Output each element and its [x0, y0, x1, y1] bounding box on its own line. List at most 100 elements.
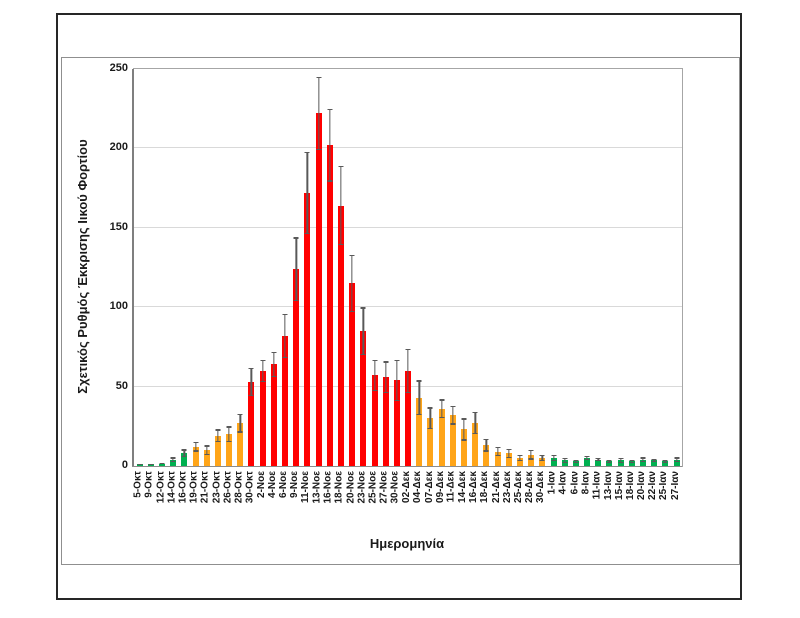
error-bar-cap [584, 455, 590, 457]
bar [237, 423, 244, 466]
error-bar-cap [181, 455, 187, 458]
error-bar-cap [181, 449, 187, 451]
bar [651, 460, 658, 466]
error-bar-line [429, 407, 432, 430]
error-bar-cap [248, 367, 254, 369]
bar-slot [503, 69, 514, 466]
error-bar-cap [260, 380, 266, 382]
x-tick-label: 23-Δεκ [501, 471, 513, 503]
error-bar-cap [618, 458, 624, 460]
error-bar-line [172, 457, 174, 463]
error-bar-cap [148, 463, 154, 466]
error-bar-cap [360, 307, 366, 309]
x-tick-label: 8-Ιαν [580, 471, 592, 495]
bar [628, 461, 635, 466]
bar-slot [637, 69, 648, 466]
error-bar-cap [215, 440, 221, 443]
bar-slot [369, 69, 380, 466]
error-bar-cap [573, 459, 579, 461]
error-bar-cap [517, 459, 523, 462]
x-tick-label: 6-Ιαν [568, 471, 580, 495]
error-bar-cap [528, 450, 534, 452]
bar [505, 453, 512, 466]
error-bar-cap [584, 459, 590, 461]
error-bar-cap [170, 457, 176, 459]
error-bar-cap [539, 454, 545, 457]
error-bar-cap [551, 459, 557, 462]
y-axis-line [132, 69, 134, 466]
bar [572, 461, 579, 466]
bar [371, 375, 378, 466]
x-axis-title: Ημερομηνία [369, 536, 445, 551]
error-bar-line [564, 458, 566, 463]
error-bar-line [262, 359, 264, 382]
error-bar-cap [372, 359, 378, 361]
bar [248, 381, 255, 466]
error-bar-cap [383, 391, 389, 393]
error-bar-cap [573, 461, 579, 463]
error-bar-line [452, 405, 454, 425]
error-bar-cap [674, 460, 680, 463]
error-bar-cap [495, 446, 501, 449]
bar-slot [168, 69, 179, 466]
error-bar-cap [226, 440, 232, 443]
error-bar-line [575, 459, 577, 463]
bar [326, 145, 333, 466]
error-bar-line [239, 413, 241, 433]
error-bar-cap [472, 412, 478, 414]
error-bar-cap [427, 428, 433, 430]
bar [449, 415, 456, 466]
error-bar-cap [338, 243, 344, 246]
error-bar-cap [651, 460, 657, 463]
bar [472, 423, 479, 466]
bar [259, 370, 266, 466]
error-bar-cap [349, 254, 355, 257]
bar-slot [671, 69, 682, 466]
bar [192, 446, 199, 466]
error-bar-cap [450, 423, 456, 425]
error-bar-cap [461, 439, 467, 441]
bar-slot [201, 69, 212, 466]
error-bar-line [519, 454, 521, 462]
error-bar-cap [618, 461, 624, 463]
bar-slot [291, 69, 302, 466]
error-bar-cap [204, 453, 210, 455]
error-bar-line [284, 313, 286, 359]
bar-slot [660, 69, 671, 466]
error-bar-line [340, 165, 342, 246]
bar [584, 458, 591, 466]
error-bar-cap [193, 450, 199, 452]
bar [539, 458, 546, 466]
bar-slot [470, 69, 481, 466]
error-bar-line [496, 446, 499, 457]
error-bar-line [675, 457, 678, 463]
error-bar-line [586, 455, 588, 461]
x-tick-label: 11-Ιαν [591, 471, 603, 500]
error-bar-line [396, 359, 398, 401]
error-bar-cap [282, 356, 288, 359]
bar-slot [626, 69, 637, 466]
bar-slot [436, 69, 447, 466]
error-bar-cap [662, 461, 668, 463]
bar-slot [257, 69, 268, 466]
error-bar-cap [405, 348, 411, 350]
x-tick-label: 4-Ιαν [557, 471, 569, 495]
error-bar-cap [640, 460, 646, 463]
error-bar-cap [562, 461, 568, 463]
error-bar-cap [674, 457, 680, 459]
error-bar-cap [394, 359, 400, 361]
x-tick-label: 07-Δεκ [423, 471, 435, 503]
error-bar-cap [304, 232, 310, 235]
bar [438, 408, 445, 466]
error-bar-cap [327, 180, 333, 182]
x-tick-label: 2-Νοε [255, 471, 267, 498]
bar [203, 450, 210, 466]
bar [337, 205, 344, 466]
bar-slot [582, 69, 593, 466]
gridline-200 [134, 147, 682, 149]
bar-slot [481, 69, 492, 466]
error-bar-cap [237, 431, 243, 433]
bar [416, 397, 423, 466]
error-bar-cap [506, 448, 512, 450]
